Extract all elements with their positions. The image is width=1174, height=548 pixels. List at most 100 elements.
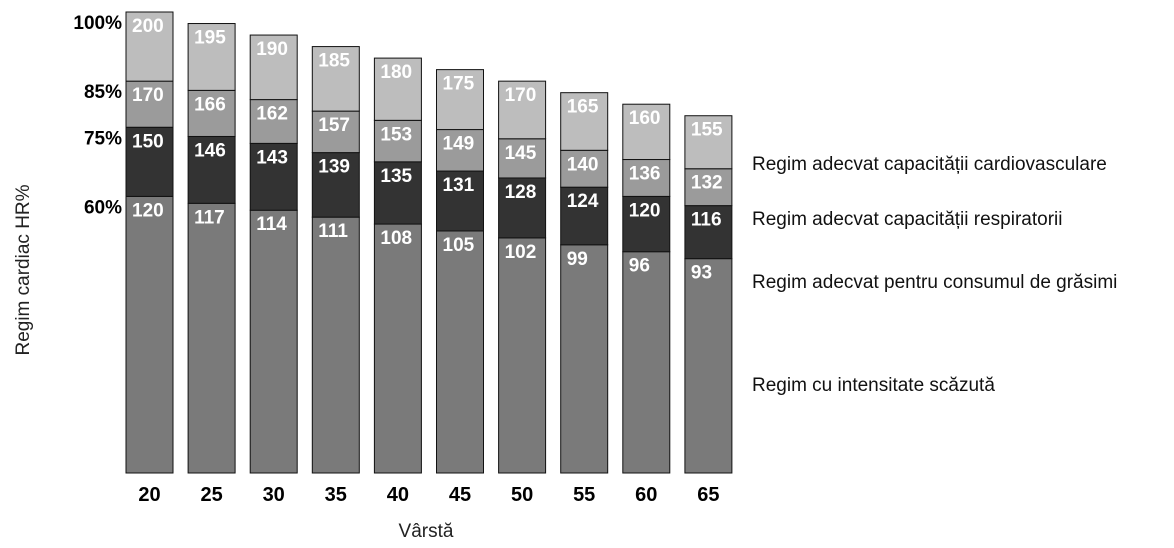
data-label: 145 (505, 143, 537, 164)
bar-segment (622, 103, 671, 161)
data-label: 102 (505, 242, 537, 263)
bar-segment (436, 230, 484, 474)
x-tick-label: 35 (325, 484, 347, 506)
bar-segment (249, 34, 298, 101)
data-label: 139 (318, 157, 350, 178)
data-label: 153 (380, 124, 412, 145)
data-label: 116 (691, 210, 722, 231)
data-label: 195 (194, 28, 226, 49)
data-label: 132 (691, 173, 723, 194)
data-label: 136 (629, 164, 661, 185)
data-label: 166 (194, 94, 226, 115)
data-label: 96 (629, 256, 650, 277)
data-label: 120 (132, 200, 164, 221)
data-label: 160 (629, 108, 661, 129)
y-tick-label: 60% (84, 197, 122, 218)
bar-segment (622, 251, 671, 474)
data-label: 135 (380, 166, 412, 187)
bar-segment (560, 244, 609, 474)
legend-entry: Regim adecvat capacității cardiovascular… (752, 154, 1107, 175)
bar-segment (684, 205, 733, 260)
bar-segment (125, 195, 174, 474)
data-label: 190 (256, 39, 288, 60)
data-label: 140 (567, 154, 599, 175)
x-tick-label: 65 (697, 484, 719, 506)
bar-segment (311, 152, 360, 218)
bar-segment (498, 177, 547, 239)
data-label: 108 (380, 228, 412, 249)
bars-group: 120 150 170 200 117 146 166 195 114 143 162 190 111 1… (125, 11, 733, 474)
x-tick-label: 60 (635, 484, 657, 506)
bar-segment (498, 237, 547, 474)
data-label: 128 (505, 182, 537, 203)
legend: Regim adecvat capacității cardiovascular… (752, 154, 1117, 396)
bar-segment (373, 57, 422, 121)
x-tick-label: 50 (511, 484, 533, 506)
bar-segment (684, 168, 733, 207)
bar-segment (187, 135, 236, 204)
bar-segment (311, 216, 360, 474)
data-label: 170 (132, 85, 164, 106)
bar-segment (684, 115, 733, 170)
x-tick-label: 20 (138, 484, 160, 506)
bar-segment (249, 99, 298, 144)
data-label: 157 (318, 115, 350, 136)
data-label: 175 (443, 74, 475, 95)
bar-segment (684, 258, 733, 474)
bar-segment (436, 129, 484, 172)
x-tick-label: 55 (573, 484, 595, 506)
bar-segment (187, 23, 236, 91)
legend-entry: Regim adecvat pentru consumul de grăsimi (752, 272, 1117, 293)
data-label: 162 (256, 104, 288, 125)
data-label: 131 (443, 175, 475, 196)
data-label: 120 (629, 200, 661, 221)
bar-segment (373, 161, 422, 225)
data-label: 200 (132, 16, 164, 37)
bar-segment (436, 69, 484, 131)
bar-segment (125, 11, 174, 82)
bar-segment (622, 195, 671, 253)
bar-segment (249, 142, 298, 211)
x-tick-label: 30 (263, 484, 285, 506)
data-label: 185 (318, 51, 350, 72)
data-label: 170 (505, 85, 537, 106)
x-tick-label: 45 (449, 484, 471, 506)
x-axis-title: Vârstă (399, 521, 454, 542)
legend-entry: Regim cu intensitate scăzută (752, 375, 995, 396)
bar-segment (436, 170, 484, 232)
y-tick-label: 85% (84, 82, 122, 103)
bar-segment (187, 202, 236, 474)
x-tick-label: 25 (200, 484, 222, 506)
bar-segment (187, 89, 236, 137)
bar-segment (249, 209, 298, 474)
bar-segment (560, 149, 609, 188)
data-label: 150 (132, 131, 164, 152)
data-label: 124 (567, 191, 599, 212)
data-label: 143 (256, 147, 288, 168)
bar-segment (311, 110, 360, 154)
data-label: 105 (443, 235, 475, 256)
data-label: 111 (318, 221, 348, 242)
legend-entry: Regim adecvat capacității respiratorii (752, 209, 1062, 230)
data-label: 117 (194, 207, 225, 228)
bar-segment (311, 46, 360, 112)
data-label: 180 (380, 62, 412, 83)
x-tick-labels: 20 25 30 35 40 45 50 55 60 65 (138, 484, 719, 506)
y-axis-title: Regim cardiac HR% (13, 184, 34, 355)
data-label: 149 (443, 134, 475, 155)
bar-segment (622, 159, 671, 197)
bar-segment (560, 92, 609, 151)
data-label: 155 (691, 120, 723, 141)
data-label: 93 (691, 263, 712, 284)
bar-segment (125, 80, 174, 128)
data-label: 165 (567, 97, 599, 118)
y-tick-label: 75% (84, 128, 122, 149)
data-label: 99 (567, 249, 588, 270)
data-label: 114 (256, 214, 287, 235)
x-tick-label: 40 (387, 484, 409, 506)
bar-segment (373, 223, 422, 474)
y-tick-label: 100% (73, 13, 122, 34)
bar-segment (125, 126, 174, 197)
y-tick-labels: 100% 85% 75% 60% (73, 13, 122, 218)
